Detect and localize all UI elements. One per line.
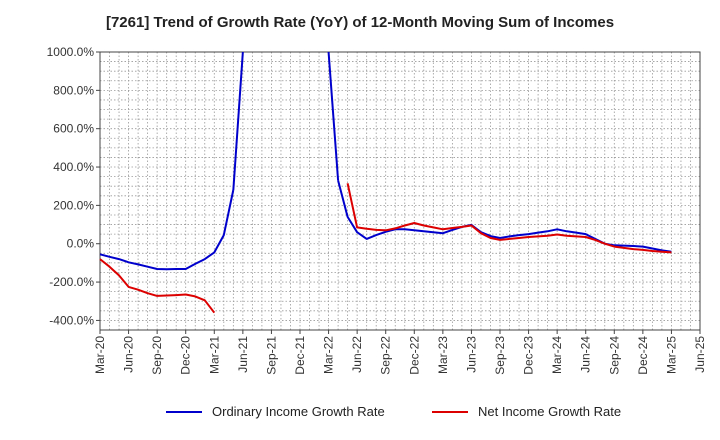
x-tick-label: Mar-22	[322, 336, 336, 374]
series-line-0	[99, 189, 235, 271]
x-tick-label: Mar-24	[550, 336, 564, 374]
x-tick-label: Jun-25	[693, 336, 707, 373]
y-tick-label: 200.0%	[53, 198, 94, 212]
x-tick-label: Mar-20	[93, 336, 107, 374]
x-tick-label: Sep-23	[493, 336, 507, 375]
legend-swatch-ordinary	[166, 410, 202, 413]
y-tick-label: 800.0%	[53, 83, 94, 97]
x-tick-label: Mar-25	[664, 336, 678, 374]
x-tick-label: Jun-21	[236, 336, 250, 373]
y-tick-label: -400.0%	[49, 313, 94, 327]
legend-label-ordinary: Ordinary Income Growth Rate	[212, 404, 385, 419]
x-tick-label: Jun-20	[122, 336, 136, 373]
y-tick-label: 600.0%	[53, 122, 94, 136]
x-tick-label: Sep-24	[607, 336, 621, 375]
x-tick-label: Dec-21	[293, 336, 307, 375]
x-tick-label: Jun-24	[579, 336, 593, 373]
x-tick-label: Dec-23	[522, 336, 536, 375]
x-tick-label: Mar-21	[207, 336, 221, 374]
x-tick-label: Jun-22	[350, 336, 364, 373]
x-tick-label: Dec-24	[636, 336, 650, 375]
legend-swatch-net	[432, 410, 468, 413]
x-tick-label: Sep-22	[379, 336, 393, 375]
x-tick-label: Mar-23	[436, 336, 450, 374]
chart-plot: 1000.0% 800.0% 600.0% 400.0% 200.0% 0.0% -200.…	[47, 45, 707, 375]
y-tick-label: 400.0%	[53, 160, 94, 174]
legend-item-net: Net Income Growth Rate	[432, 404, 621, 419]
chart-title: [7261] Trend of Growth Rate (YoY) of 12-…	[105, 14, 615, 31]
series-line-1	[346, 183, 672, 254]
series-line-offscale-0	[232, 51, 244, 191]
x-tick-label: Sep-21	[264, 336, 278, 375]
y-tick-label: -200.0%	[49, 275, 94, 289]
x-tick-label: Dec-22	[407, 336, 421, 375]
x-tick-label: Dec-20	[179, 336, 193, 375]
series-line-0	[337, 180, 672, 253]
y-tick-label: 0.0%	[67, 237, 95, 251]
y-tick-label: 1000.0%	[47, 45, 95, 59]
x-tick-label: Sep-20	[150, 336, 164, 375]
series-line-offscale-0	[327, 51, 340, 181]
legend: Ordinary Income Growth Rate Net Income G…	[0, 404, 720, 428]
legend-item-ordinary: Ordinary Income Growth Rate	[166, 404, 385, 419]
legend-label-net: Net Income Growth Rate	[478, 404, 622, 419]
series-line-1	[99, 258, 216, 314]
x-tick-label: Jun-23	[464, 336, 478, 373]
plot-frame	[99, 51, 701, 331]
